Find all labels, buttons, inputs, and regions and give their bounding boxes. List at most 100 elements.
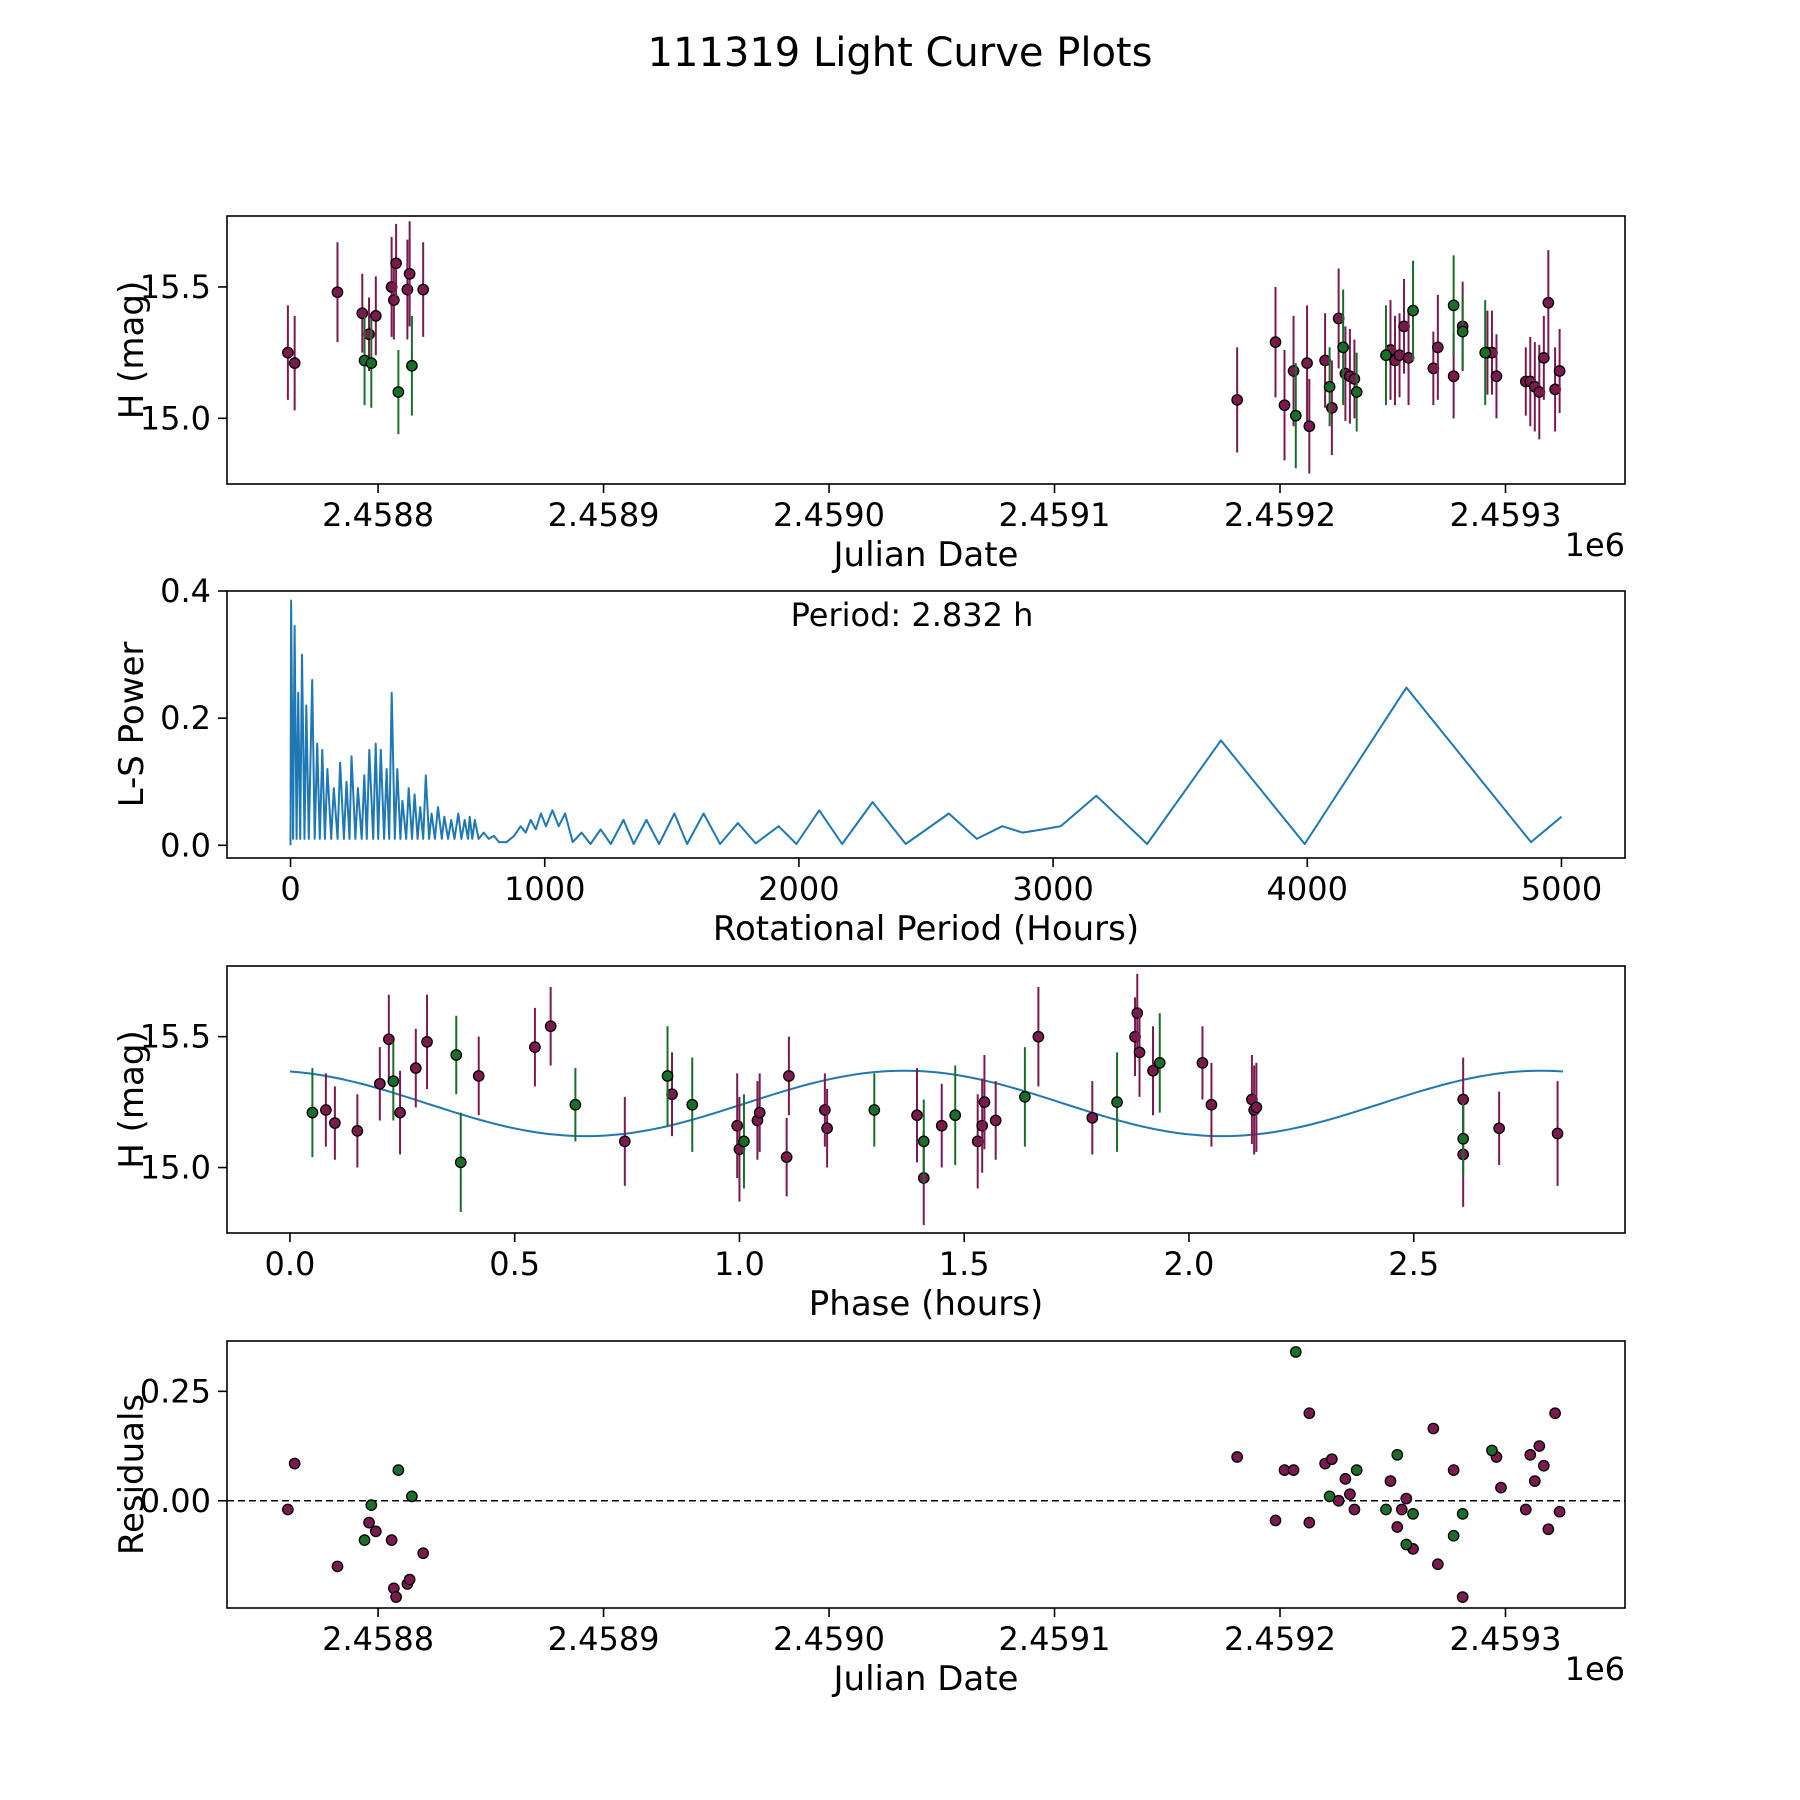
x-axis-label: Julian Date bbox=[832, 535, 1019, 575]
magenta-data-point bbox=[529, 1041, 541, 1053]
magenta-data-point bbox=[821, 1122, 833, 1135]
magenta-data-point bbox=[1278, 399, 1291, 412]
magenta-data-point bbox=[1303, 1407, 1316, 1420]
magenta-data-point bbox=[1431, 1558, 1444, 1571]
magenta-data-point bbox=[331, 286, 344, 299]
axes-frame bbox=[226, 965, 1626, 1234]
green-data-point bbox=[1019, 1091, 1031, 1103]
green-data-point bbox=[1153, 1057, 1166, 1069]
magenta-data-point bbox=[1384, 1475, 1397, 1487]
green-data-point bbox=[1447, 299, 1460, 312]
magenta-data-point bbox=[1490, 370, 1503, 383]
green-data-point bbox=[1289, 409, 1302, 422]
green-data-point bbox=[406, 1490, 418, 1503]
green-data-point bbox=[454, 1156, 467, 1169]
axes-frame bbox=[226, 590, 1626, 859]
x-tick-label: 2.4590 bbox=[773, 496, 885, 534]
magenta-data-point bbox=[1493, 1122, 1505, 1135]
x-tick-label: 2000 bbox=[758, 870, 839, 908]
magenta-data-point bbox=[401, 283, 414, 296]
green-data-point bbox=[868, 1104, 881, 1116]
y-axis-label: Residuals bbox=[112, 1394, 152, 1555]
magenta-data-point bbox=[394, 1106, 406, 1119]
residuals-panel: 2.4588 2.4589 2.4590 2.4591 2.4592 2.4593 0.00… bbox=[112, 1340, 1626, 1699]
magenta-data-point bbox=[1537, 352, 1550, 364]
magenta-data-point bbox=[1533, 1440, 1546, 1452]
magenta-data-point bbox=[1537, 1459, 1550, 1472]
x-tick-label: 2.4592 bbox=[1224, 1620, 1336, 1658]
magenta-data-point bbox=[1269, 1514, 1282, 1527]
x-tick-label: 2.4592 bbox=[1224, 496, 1336, 534]
magenta-data-point bbox=[1447, 1464, 1460, 1476]
x-tick-label: 2.4593 bbox=[1450, 496, 1562, 534]
green-data-point bbox=[738, 1135, 750, 1148]
x-axis-label: Phase (hours) bbox=[809, 1284, 1043, 1324]
x-tick-label: 2.4591 bbox=[999, 1620, 1111, 1658]
phased-lightcurve-panel: 0.0 0.5 1.0 1.5 2.0 2.5 15.0 15.5 Phase (hours) H… bbox=[112, 965, 1626, 1324]
magenta-data-point bbox=[369, 309, 382, 322]
x-offset-text: 1e6 bbox=[1565, 526, 1625, 564]
magenta-data-point bbox=[390, 1591, 402, 1603]
magenta-data-point bbox=[282, 1503, 294, 1516]
magenta-data-point bbox=[783, 1070, 795, 1082]
magenta-data-point bbox=[1519, 1503, 1532, 1516]
magenta-data-point bbox=[409, 1062, 422, 1074]
x-tick-label: 0.0 bbox=[264, 1245, 315, 1283]
magenta-data-point bbox=[911, 1109, 923, 1122]
magenta-data-point bbox=[618, 1135, 631, 1148]
green-data-point bbox=[306, 1106, 319, 1119]
magenta-data-point bbox=[1551, 1127, 1564, 1140]
y-axis-label: H (mag) bbox=[112, 281, 152, 419]
x-tick-label: 0.5 bbox=[489, 1245, 540, 1283]
y-tick-label: 0.25 bbox=[140, 1372, 211, 1410]
magenta-data-point bbox=[1301, 357, 1313, 369]
periodogram-panel: 0 1000 2000 3000 4000 5000 0.0 0.2 0.4 Rotational… bbox=[112, 572, 1626, 949]
green-data-point bbox=[365, 1499, 378, 1511]
axes-frame bbox=[226, 215, 1626, 485]
magenta-data-point bbox=[1348, 373, 1361, 385]
green-data-point bbox=[661, 1070, 674, 1082]
magenta-data-point bbox=[1391, 1521, 1404, 1533]
y-axis-label: H (mag) bbox=[112, 1030, 152, 1168]
magenta-data-point bbox=[329, 1117, 341, 1129]
green-data-point bbox=[1456, 1508, 1469, 1520]
magenta-data-point bbox=[1269, 336, 1282, 348]
magenta-data-point bbox=[976, 1119, 989, 1132]
magenta-data-point bbox=[417, 283, 430, 296]
green-data-point bbox=[1350, 1464, 1363, 1476]
x-tick-label: 5000 bbox=[1521, 870, 1602, 908]
x-axis-label: Rotational Period (Hours) bbox=[713, 909, 1139, 949]
x-tick-label: 2.4588 bbox=[322, 496, 434, 534]
green-data-point bbox=[1407, 304, 1419, 317]
magenta-data-point bbox=[1553, 1505, 1566, 1518]
magenta-data-point bbox=[1344, 1488, 1356, 1501]
magenta-data-point bbox=[388, 294, 400, 306]
magenta-data-point bbox=[363, 1516, 375, 1529]
green-data-point bbox=[1400, 1538, 1413, 1551]
magenta-data-point bbox=[1524, 1448, 1537, 1461]
magenta-data-point bbox=[472, 1070, 485, 1082]
magenta-data-point bbox=[1231, 1451, 1244, 1463]
magenta-data-point bbox=[1447, 370, 1460, 383]
green-data-point bbox=[1350, 386, 1363, 398]
magenta-data-point bbox=[288, 357, 301, 369]
green-data-point bbox=[392, 1464, 405, 1476]
green-data-point bbox=[1479, 346, 1492, 359]
magenta-data-point bbox=[282, 346, 294, 359]
green-data-point bbox=[1486, 1444, 1498, 1457]
magenta-data-point bbox=[1205, 1098, 1218, 1111]
green-data-point bbox=[1337, 341, 1349, 354]
magenta-data-point bbox=[978, 1096, 991, 1108]
magenta-data-point bbox=[1431, 341, 1444, 354]
plot-area bbox=[227, 1346, 1625, 1603]
magenta-data-point bbox=[331, 1560, 344, 1573]
magenta-data-point bbox=[1147, 1064, 1159, 1077]
magenta-data-point bbox=[753, 1106, 766, 1119]
magenta-data-point bbox=[1400, 1492, 1413, 1505]
magenta-data-point bbox=[369, 1525, 382, 1538]
green-data-point bbox=[450, 1049, 463, 1061]
plot-area bbox=[289, 973, 1564, 1226]
green-data-point bbox=[406, 359, 418, 372]
y-tick-label: 15.0 bbox=[140, 399, 211, 437]
